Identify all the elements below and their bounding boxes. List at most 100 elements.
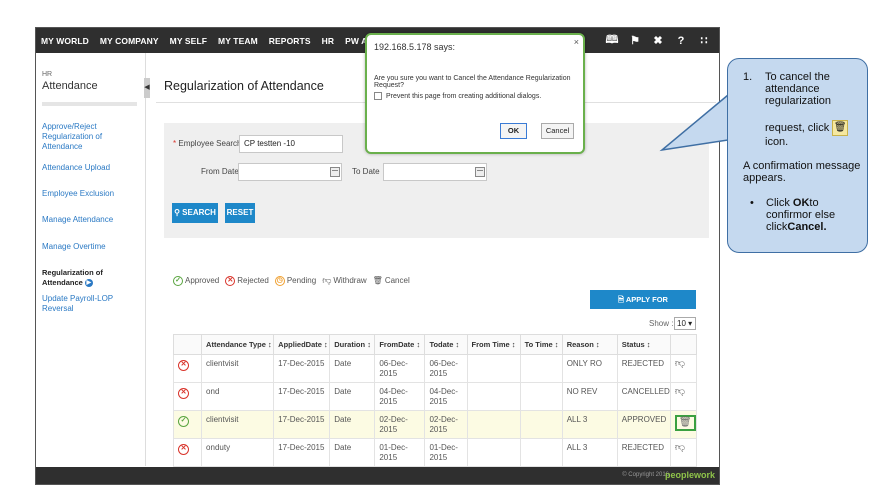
ok-button[interactable]: OK bbox=[500, 123, 527, 139]
attendance-type-cell: onduty bbox=[201, 438, 275, 467]
sidebar-item-manage-overtime[interactable]: Manage Overtime bbox=[42, 242, 106, 251]
from-date-label: From Date bbox=[201, 167, 239, 176]
applied-date-cell: 17-Dec-2015 bbox=[273, 438, 331, 467]
applied-date-cell: 17-Dec-2015 bbox=[273, 354, 331, 383]
nav-my-self[interactable]: MY SELF bbox=[169, 35, 208, 46]
reset-button[interactable]: RESET bbox=[225, 203, 255, 223]
nav-icons: 🕮 ⚑ ✖ ? ∷ bbox=[596, 28, 711, 53]
duration-cell: Date bbox=[329, 382, 376, 411]
col-applied-date[interactable]: AppliedDate ↕ bbox=[273, 334, 331, 355]
help-icon[interactable]: ? bbox=[677, 34, 685, 47]
sidebar-item-label: Regularization of Attendance bbox=[42, 268, 103, 287]
nav-my-company[interactable]: MY COMPANY bbox=[99, 35, 159, 46]
calendar-icon[interactable] bbox=[330, 167, 340, 177]
withdraw-icon[interactable]: 👎︎ bbox=[674, 442, 686, 453]
nav-my-world[interactable]: MY WORLD bbox=[41, 35, 89, 46]
rejected-icon: ✕ bbox=[178, 360, 189, 371]
search-button[interactable]: ⚲ SEARCH bbox=[172, 203, 218, 223]
col-to-time[interactable]: To Time ↕ bbox=[519, 334, 563, 355]
from-time-cell bbox=[466, 410, 521, 439]
step-number: 1. bbox=[743, 71, 753, 83]
sidebar-item-attendance-upload[interactable]: Attendance Upload bbox=[42, 163, 111, 172]
menu-icon[interactable]: ∷ bbox=[700, 35, 708, 47]
to-date-input[interactable] bbox=[383, 163, 487, 181]
col-action bbox=[669, 334, 698, 355]
required-mark: * bbox=[173, 139, 177, 148]
action-cell: 🗑︎ bbox=[669, 410, 698, 439]
from-date-input[interactable] bbox=[238, 163, 342, 181]
col-attendance-type[interactable]: Attendance Type ↕ bbox=[201, 334, 275, 355]
check-icon: ✓ bbox=[173, 275, 183, 286]
status-legend: ✓ Approved ✕ Rejected ◷ Pending 👎︎ Withdraw … bbox=[173, 275, 416, 286]
sidebar-item-manage-attendance[interactable]: Manage Attendance bbox=[42, 215, 114, 224]
trash-icon[interactable]: 🗑︎ bbox=[674, 415, 696, 431]
col-from-date[interactable]: FromDate ↕ bbox=[374, 334, 426, 355]
brand-logo: peoplework bbox=[664, 470, 715, 480]
to-time-cell bbox=[519, 438, 563, 467]
attendance-type-cell: clientvisit bbox=[201, 354, 275, 383]
trash-icon: 🗑︎ bbox=[832, 120, 849, 136]
instruction-callout: 1. To cancel the attendance regularizati… bbox=[727, 58, 868, 253]
to-date-cell: 01-Dec-2015 bbox=[424, 438, 468, 467]
nav-hr[interactable]: HR bbox=[321, 35, 335, 46]
apply-for-regularization-button[interactable]: 🗎 APPLY FOR REGULARIZATION bbox=[590, 290, 696, 323]
applied-date-cell: 17-Dec-2015 bbox=[273, 382, 331, 411]
col-reason[interactable]: Reason ↕ bbox=[561, 334, 618, 355]
from-date-cell: 04-Dec-2015 bbox=[374, 382, 426, 411]
sidebar-item-regularization[interactable]: Regularization of Attendance ▶ bbox=[42, 268, 142, 288]
sidebar-item-employee-exclusion[interactable]: Employee Exclusion bbox=[42, 189, 115, 198]
dialog-message: Are you sure you want to Cancel the Atte… bbox=[374, 75, 571, 89]
nav-reports[interactable]: REPORTS bbox=[268, 35, 311, 46]
tools-icon[interactable]: ✖ bbox=[653, 35, 663, 47]
sidebar: HR Attendance Approve/Reject Regularizat… bbox=[36, 53, 146, 466]
reason-cell: ALL 3 bbox=[561, 438, 618, 467]
col-status[interactable]: Status ↕ bbox=[616, 334, 671, 355]
book-icon[interactable]: 🕮 bbox=[605, 34, 619, 46]
col-from-time[interactable]: From Time ↕ bbox=[466, 334, 521, 355]
status-text-cell: APPROVED bbox=[616, 410, 671, 439]
nav-my-team[interactable]: MY TEAM bbox=[218, 35, 258, 46]
attendance-type-cell: clientvisit bbox=[201, 410, 275, 439]
legend-rejected: ✕ Rejected bbox=[225, 275, 269, 286]
table-row: ✓ clientvisit 17-Dec-2015 Date 02-Dec-20… bbox=[172, 410, 698, 439]
legend-cancel: 🗑︎ Cancel bbox=[372, 276, 410, 285]
legend-withdraw: 👎︎ Withdraw bbox=[322, 275, 367, 285]
table-row: ✕ onduty 17-Dec-2015 Date 01-Dec-2015 01… bbox=[172, 438, 698, 467]
col-status-icon bbox=[172, 334, 203, 355]
status-text-cell: REJECTED bbox=[616, 354, 671, 383]
thumbs-down-icon: 👎︎ bbox=[322, 275, 332, 285]
to-date-cell: 04-Dec-2015 bbox=[424, 382, 468, 411]
withdraw-icon[interactable]: 👎︎ bbox=[674, 386, 686, 397]
main-menu: MY WORLD MY COMPANY MY SELF MY TEAM REPO… bbox=[41, 28, 400, 53]
instruction-paragraph: A confirmation message appears. bbox=[743, 160, 861, 184]
calendar-icon[interactable] bbox=[475, 167, 485, 177]
close-icon[interactable]: × bbox=[573, 37, 579, 47]
step-text-c: icon. bbox=[765, 136, 789, 148]
flag-icon[interactable]: ⚑ bbox=[630, 35, 640, 47]
page-size-select[interactable]: 10 ▾ bbox=[674, 317, 696, 330]
prevent-dialogs-checkbox[interactable]: Prevent this page from creating addition… bbox=[374, 92, 541, 100]
cancel-button[interactable]: Cancel bbox=[541, 123, 574, 139]
to-time-cell bbox=[519, 410, 563, 439]
table-row: ✕ ond 17-Dec-2015 Date 04-Dec-2015 04-De… bbox=[172, 382, 698, 411]
to-time-cell bbox=[519, 354, 563, 383]
employee-search-input[interactable]: CP testten -10 bbox=[239, 135, 343, 153]
legend-pending: ◷ Pending bbox=[274, 275, 317, 286]
status-text-cell: REJECTED bbox=[616, 438, 671, 467]
col-to-date[interactable]: Todate ↕ bbox=[424, 334, 468, 355]
status-text-cell: CANCELLED bbox=[616, 382, 671, 411]
withdraw-icon[interactable]: 👎︎ bbox=[674, 358, 686, 369]
copyright-text: © Copyright 2016 bbox=[622, 472, 669, 478]
confirm-dialog: 192.168.5.178 says: × Are you sure you w… bbox=[365, 33, 585, 154]
approved-icon: ✓ bbox=[178, 416, 189, 427]
page-title: Regularization of Attendance bbox=[164, 79, 324, 93]
checkbox-icon[interactable] bbox=[374, 92, 382, 100]
step-text-b-line: request, click 🗑︎ bbox=[743, 120, 863, 136]
trash-icon: 🗑︎ bbox=[372, 276, 383, 285]
from-time-cell bbox=[466, 354, 521, 383]
sidebar-collapse-toggle[interactable]: ◀ bbox=[144, 78, 150, 98]
sidebar-item-update-payroll[interactable]: Update Payroll-LOP Reversal bbox=[42, 294, 113, 313]
from-date-cell: 01-Dec-2015 bbox=[374, 438, 426, 467]
col-duration[interactable]: Duration ↕ bbox=[329, 334, 376, 355]
sidebar-item-approve-reject[interactable]: Approve/Reject Regularization of Attenda… bbox=[42, 122, 103, 151]
